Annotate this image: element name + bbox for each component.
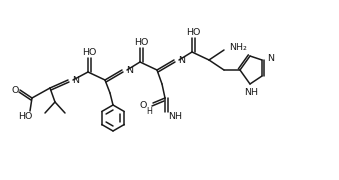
Text: H: H	[146, 107, 152, 116]
Text: NH₂: NH₂	[229, 42, 247, 51]
Text: O: O	[140, 100, 147, 109]
Text: N: N	[178, 55, 185, 64]
Text: HO: HO	[82, 48, 96, 57]
Text: HO: HO	[134, 37, 148, 46]
Text: N: N	[126, 66, 133, 75]
Text: HO: HO	[18, 111, 32, 120]
Text: NH: NH	[244, 87, 258, 96]
Text: NH: NH	[168, 111, 182, 120]
Text: O: O	[11, 86, 19, 94]
Text: HO: HO	[186, 28, 200, 37]
Text: N: N	[267, 53, 274, 62]
Text: N: N	[72, 75, 79, 84]
